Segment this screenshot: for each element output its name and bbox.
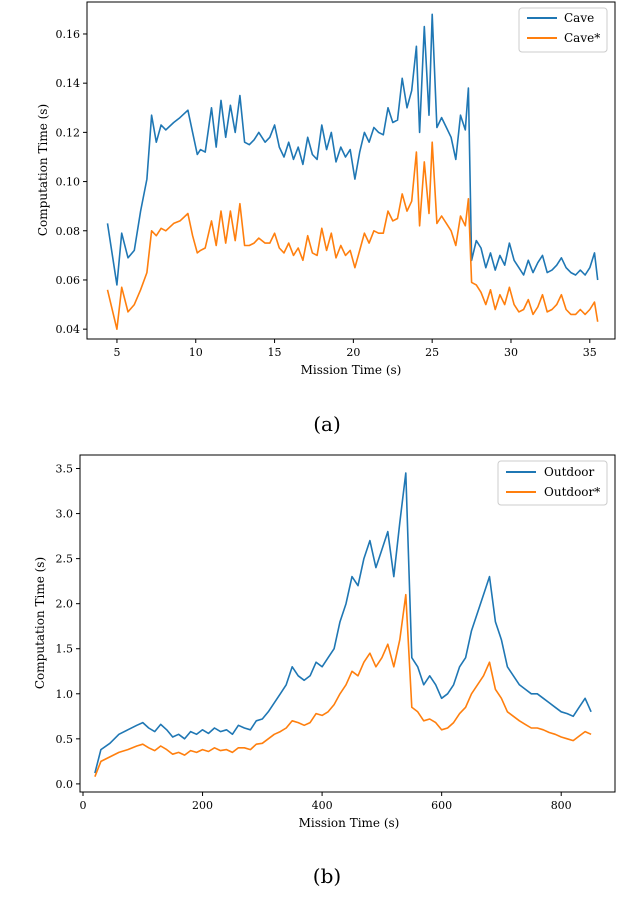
plot-1-x-tick-label-2: 400 (312, 799, 333, 812)
plot-0-x-tick-label-3: 20 (346, 346, 360, 359)
plot-0-x-tick-label-6: 35 (583, 346, 597, 359)
plot-1-y-tick-label-7: 3.5 (56, 463, 74, 476)
plot-b-lines (94, 472, 592, 777)
plot-0-y-tick-label-6: 0.16 (56, 28, 81, 41)
plot-b-legend: Outdoor Outdoor* (497, 460, 608, 506)
plot-1-y-tick-label-6: 3.0 (56, 508, 74, 521)
plot-0-x-tick-label-4: 25 (425, 346, 439, 359)
plot-1-y-tick-label-4: 2.0 (56, 598, 74, 611)
plot-1-y-tick-label-0: 0.0 (56, 778, 74, 791)
plot-b-y-label: Computation Time (s) (33, 557, 47, 689)
plot-1-x-tick-label-0: 0 (79, 799, 86, 812)
plot-a-caption: (a) (313, 412, 341, 436)
plot-1-y-tick-label-3: 1.5 (56, 643, 74, 656)
plot-0-y-tick-label-3: 0.10 (56, 176, 81, 189)
plot-1-y-tick-label-5: 2.5 (56, 553, 74, 566)
plot-a-lines (106, 13, 599, 331)
plot-0-x-tick-label-1: 10 (189, 346, 203, 359)
plot-b-frame (79, 454, 616, 793)
plot-b-legend-label-outdoor-star: Outdoor* (544, 485, 600, 499)
plot-1-series-line-1 (94, 593, 592, 777)
plot-0-series-line-0 (106, 13, 599, 286)
plot-a-legend-label-cave-star: Cave* (564, 31, 600, 45)
plot-1-x-tick-label-4: 800 (551, 799, 572, 812)
plot-0-y-tick-label-5: 0.14 (56, 77, 81, 90)
plot-a-x-label: Mission Time (s) (301, 363, 402, 377)
plot-0-y-tick-label-4: 0.12 (56, 126, 81, 139)
plot-1-y-tick-label-1: 0.5 (56, 733, 74, 746)
plot-a: 5 10 15 20 25 30 35 0.040.060.080.100.120.140.… (36, 1, 616, 436)
plot-1-series-line-0 (94, 472, 592, 774)
plot-b-caption: (b) (313, 864, 341, 888)
plot-a-y-ticks: 0.04 0.06 0.08 0.10 0.12 0.14 0.16 (56, 28, 87, 336)
plot-b-y-ticks: 0.0 0.5 1.0 1.5 2.0 2.5 3.0 3.5 (56, 463, 80, 791)
plot-b-x-ticks: 0 200 400 600 800 (79, 792, 572, 812)
plot-0-y-tick-label-1: 0.06 (56, 274, 81, 287)
plot-0-y-tick-label-2: 0.08 (56, 225, 81, 238)
plot-0-y-tick-label-0: 0.04 (56, 323, 81, 336)
plot-a-frame (86, 1, 616, 340)
plot-a-legend-label-cave: Cave (564, 11, 594, 25)
plot-b-x-label: Mission Time (s) (299, 816, 400, 830)
plot-b: 0 200 400 600 800 0.0 0.5 1.0 1.5 2.0 2.5 3.0 3.5 M… (33, 454, 616, 888)
plot-0-x-tick-label-5: 30 (504, 346, 518, 359)
plot-1-y-tick-label-2: 1.0 (56, 688, 74, 701)
plot-1-x-tick-label-1: 200 (192, 799, 213, 812)
plot-a-x-ticks: 5 10 15 20 25 30 35 (113, 339, 597, 359)
plot-1-x-tick-label-3: 600 (431, 799, 452, 812)
plot-a-legend: Cave Cave* (518, 7, 608, 53)
plot-0-x-tick-label-0: 5 (113, 346, 120, 359)
plot-0-x-tick-label-2: 15 (268, 346, 282, 359)
plot-b-legend-label-outdoor: Outdoor (544, 465, 595, 479)
plot-0-series-line-1 (106, 141, 599, 331)
plot-a-y-label: Computation Time (s) (36, 104, 50, 236)
